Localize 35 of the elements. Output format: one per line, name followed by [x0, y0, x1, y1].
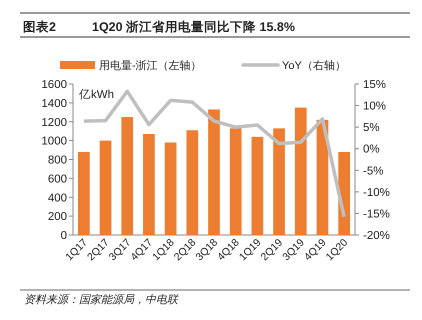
y-tick-label: 1400 — [41, 98, 67, 110]
chart-subtitle: 1Q20 浙江省用电量同比下降 15.8% — [92, 20, 295, 34]
y-tick-label: 600 — [48, 173, 67, 186]
bar — [121, 117, 134, 235]
bar — [100, 140, 112, 235]
chart-title: 图表2 — [23, 20, 56, 34]
y-tick-label: 1200 — [41, 116, 67, 129]
y2-tick-label: 5% — [363, 122, 380, 134]
y-tick-label: 0 — [60, 230, 67, 242]
y2-tick-label: 0% — [363, 144, 380, 156]
bar — [208, 109, 220, 235]
y2-tick-label: -10% — [363, 186, 390, 199]
y2-tick-label: 10% — [363, 100, 386, 113]
y-axis-title: 亿kWh — [78, 88, 114, 101]
y2-tick-label: -5% — [363, 165, 384, 178]
bar — [78, 152, 90, 235]
y-tick-label: 800 — [48, 154, 67, 166]
y2-tick-label: -15% — [363, 208, 390, 220]
y-tick-label: 1000 — [41, 136, 67, 148]
bar — [316, 120, 328, 235]
bar — [143, 134, 155, 235]
bar — [252, 136, 264, 235]
y2-tick-label: 15% — [363, 79, 386, 91]
y-tick-label: 400 — [48, 192, 67, 204]
bar — [186, 130, 198, 235]
bar — [230, 128, 242, 235]
bar — [273, 128, 285, 235]
y-tick-label: 200 — [48, 211, 67, 224]
text: 资料来源：国家能源局，中电联 — [24, 293, 179, 306]
legend-label: 用电量-浙江（左轴） — [99, 59, 202, 72]
y2-tick-label: -20% — [363, 230, 390, 242]
bar — [294, 108, 307, 235]
y-tick-label: 1600 — [41, 79, 67, 91]
legend-label: YoY（右轴） — [282, 59, 346, 72]
bar — [164, 142, 176, 235]
